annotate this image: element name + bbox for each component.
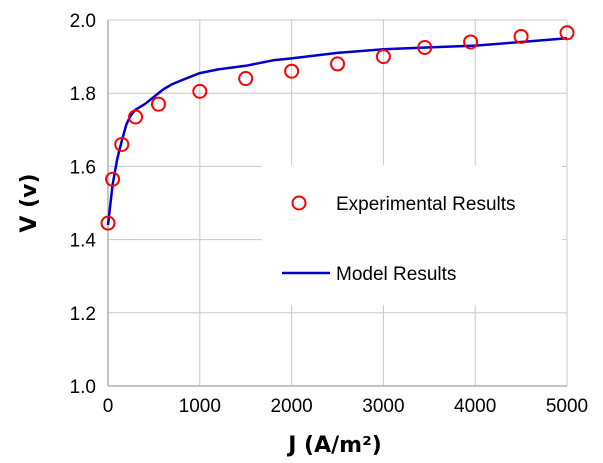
tick-labels: 0 1000 2000 3000 4000 5000 1.0 1.2 1.4 1.6 1.8 2.0 [70, 11, 589, 417]
experimental-point [513, 28, 529, 44]
experimental-point [330, 56, 345, 72]
y-tick-label: 1.8 [70, 84, 96, 105]
legend-marker-experimental [291, 195, 307, 211]
x-tick-label: 0 [103, 396, 114, 417]
experimental-point [238, 71, 254, 87]
y-axis-title: V (v) [17, 173, 42, 232]
model-results-line [106, 37, 568, 226]
experimental-point [105, 171, 121, 187]
experimental-point [463, 34, 479, 50]
experimental-point [417, 39, 433, 55]
axes [107, 20, 567, 387]
experimental-point [100, 215, 116, 231]
y-tick-label: 1.2 [70, 304, 96, 325]
experimental-point [284, 63, 300, 79]
experimental-point [192, 83, 208, 99]
x-tick-label: 1000 [179, 396, 221, 417]
x-tick-label: 4000 [454, 396, 496, 417]
x-tick-label: 2000 [270, 396, 312, 417]
y-tick-label: 1.0 [70, 377, 96, 398]
experimental-point [128, 109, 144, 125]
series-layer [100, 25, 575, 231]
x-axis-title: J (A/m²) [286, 433, 382, 458]
x-tick-label: 5000 [546, 396, 588, 417]
y-tick-label: 1.4 [70, 231, 97, 252]
legend-background [262, 165, 562, 305]
experimental-point [114, 136, 130, 152]
legend: Experimental Results Model Results [262, 165, 562, 305]
x-tick-label: 3000 [362, 396, 404, 417]
experimental-point [375, 49, 391, 65]
legend-label-model: Model Results [336, 264, 456, 285]
y-tick-label: 2.0 [70, 11, 96, 32]
experimental-point [150, 96, 166, 112]
experimental-point [559, 25, 575, 41]
legend-label-experimental: Experimental Results [336, 194, 516, 215]
y-tick-label: 1.6 [70, 157, 96, 178]
